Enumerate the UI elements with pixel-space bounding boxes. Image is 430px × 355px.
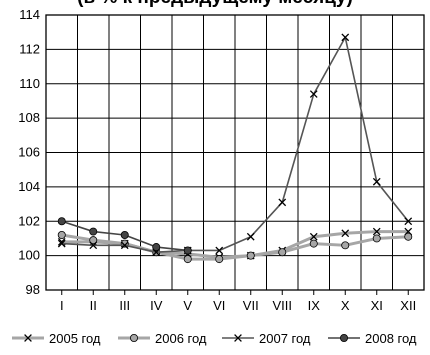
data-point-series-2: [372, 177, 381, 186]
x-tick-label: IX: [308, 298, 321, 313]
data-point-series-2: [57, 239, 66, 248]
data-point-series-3: [183, 246, 192, 255]
data-point-series-3: [120, 230, 129, 239]
data-point-series-3: [89, 227, 98, 236]
legend-label-3: 2008 год: [365, 331, 417, 346]
legend-marker-1: [129, 333, 138, 342]
data-point-series-1: [57, 230, 66, 239]
data-point-series-2: [309, 90, 318, 98]
data-point-series-1: [183, 255, 192, 264]
data-point-series-0: [341, 229, 350, 238]
x-tick-label: X: [341, 298, 350, 313]
data-point-series-3: [57, 217, 66, 226]
data-point-series-2: [278, 198, 287, 207]
x-tick-label: VIII: [272, 298, 292, 313]
data-point-series-2: [404, 217, 413, 226]
data-point-series-0: [309, 232, 318, 241]
data-point-series-1: [246, 251, 255, 260]
data-point-series-1: [372, 234, 381, 243]
y-tick-label: 108: [18, 110, 40, 125]
x-tick-label: IV: [150, 298, 163, 313]
y-tick-label: 102: [18, 213, 40, 228]
data-point-series-2: [120, 241, 129, 250]
chart-title: (в % к предыдущему месяцу): [0, 0, 430, 9]
legend-label-2: 2007 год: [259, 331, 311, 346]
data-point-series-2: [341, 33, 350, 42]
data-point-series-2: [246, 232, 255, 241]
y-tick-label: 114: [19, 7, 40, 22]
data-point-series-1: [278, 248, 287, 257]
y-tick-label: 110: [19, 76, 40, 91]
legend-marker-2: [234, 334, 242, 342]
y-tick-label: 100: [18, 248, 40, 263]
legend-label-1: 2006 год: [155, 331, 207, 346]
legend-marker-3: [339, 333, 348, 342]
data-point-series-1: [89, 236, 98, 245]
y-tick-label: 104: [18, 179, 40, 194]
data-point-series-1: [341, 241, 350, 250]
series-line-2: [61, 36, 409, 253]
x-tick-label: II: [90, 298, 97, 313]
x-tick-label: III: [119, 298, 130, 313]
data-point-series-0: [372, 227, 381, 236]
x-tick-label: VI: [213, 298, 225, 313]
series-line-1: [61, 233, 409, 261]
x-tick-label: XI: [371, 298, 383, 313]
data-point-series-2: [215, 246, 224, 255]
data-point-series-1: [404, 232, 413, 241]
y-tick-label: 112: [19, 41, 40, 56]
x-tick-label: V: [183, 298, 192, 313]
x-tick-label: I: [60, 298, 64, 313]
plot-frame: [45, 14, 425, 291]
y-tick-label: 106: [18, 145, 40, 160]
data-point-series-1: [215, 255, 224, 264]
data-point-series-1: [309, 239, 318, 248]
x-tick-label: XII: [400, 298, 416, 313]
legend-label-0: 2005 год: [49, 331, 101, 346]
legend-marker-0: [24, 334, 32, 342]
y-tick-label: 98: [26, 282, 40, 297]
data-point-series-2: [89, 241, 98, 250]
data-point-series-3: [152, 243, 161, 252]
x-tick-label: VII: [243, 298, 259, 313]
